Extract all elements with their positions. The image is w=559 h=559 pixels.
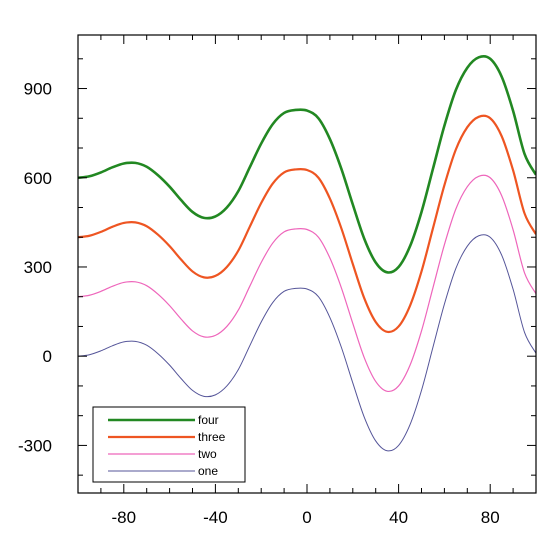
legend-label-three: three	[198, 430, 226, 444]
y-tick-label: -300	[18, 436, 52, 455]
x-tick-label: -80	[112, 508, 137, 527]
legend-label-four: four	[198, 413, 219, 427]
series-line-three	[78, 114, 536, 334]
y-tick-label: 0	[43, 347, 52, 366]
y-tick-label: 900	[24, 80, 52, 99]
series-layer	[78, 54, 536, 452]
legend-label-one: one	[198, 464, 218, 478]
x-tick-label: 0	[302, 508, 311, 527]
axis-ticks: -80 -40 0 40 80 -300 0 300 600 900	[18, 35, 537, 527]
y-tick-label: 300	[24, 258, 52, 277]
series-line-one	[78, 234, 536, 452]
x-tick-label: 80	[481, 508, 500, 527]
x-tick-label: 40	[389, 508, 408, 527]
legend-label-two: two	[198, 447, 217, 461]
series-line-four	[78, 54, 536, 274]
series-line-two	[78, 174, 536, 393]
x-tick-label: -40	[203, 508, 228, 527]
legend: four three two one	[92, 406, 246, 483]
y-tick-label: 600	[24, 169, 52, 188]
